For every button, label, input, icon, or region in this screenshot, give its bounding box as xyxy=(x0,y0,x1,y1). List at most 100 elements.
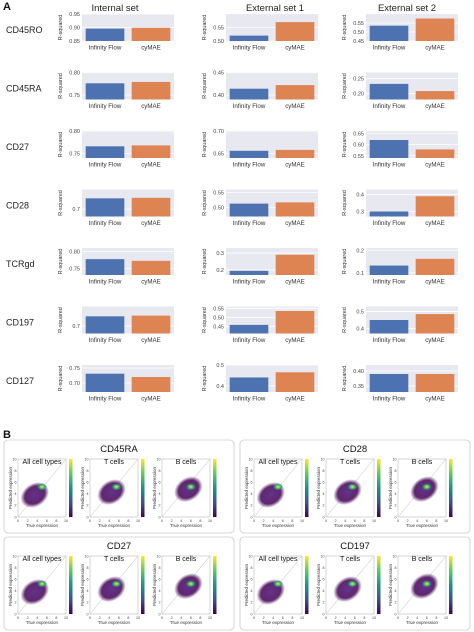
x-tick-label: 6 xyxy=(426,519,428,523)
x-tick-label: 6 xyxy=(282,519,284,523)
y-tick-label: 2 xyxy=(395,504,397,508)
x-tick-label: 10 xyxy=(300,616,304,620)
bar-chart-cd27-0: 0.75 0.80 R-squared Infinity Flow cyMAE xyxy=(58,129,174,169)
bar-cymae xyxy=(275,85,315,100)
y-tick-label: 10 xyxy=(393,554,397,558)
y-axis-label: R-squared xyxy=(342,249,348,275)
bar-chart-cd127-0: 0.70 0.75 R-squared Infinity Flow cyMAE xyxy=(58,365,174,403)
density-hotspot xyxy=(111,580,122,588)
bar-chart-cd45ra-0: 0.75 0.80 R-squared Infinity Flow cyMAE xyxy=(58,71,174,110)
density-plot-0: All cell types True expression Predicted e… xyxy=(244,457,309,528)
bar-infinity-flow xyxy=(369,265,409,275)
x-tick-label: 2 xyxy=(335,519,337,523)
y-axis-label: Predicted expression xyxy=(152,563,157,606)
y-tick-label: 0.60 xyxy=(353,143,364,149)
x-tick-label: 8 xyxy=(363,519,365,523)
y-tick-label: 2 xyxy=(323,504,325,508)
x-tick-label: 0 xyxy=(17,616,19,620)
y-tick-label: 4 xyxy=(15,589,17,593)
bar-infinity-flow xyxy=(85,373,125,392)
density-plot-0: All cell types True expression Predicted e… xyxy=(8,554,73,625)
y-tick-label: 0.70 xyxy=(213,129,224,135)
density-hotspot xyxy=(422,580,432,588)
bar-chart-cd28-2: 0.3 0.4 R-squared Infinity Flow cyMAE xyxy=(342,189,458,227)
x-tick-label: Infinity Flow xyxy=(373,45,406,52)
x-axis-label: True expression xyxy=(406,620,439,625)
x-tick-label: 2 xyxy=(407,519,409,523)
y-tick-label: 6 xyxy=(395,578,397,582)
y-tick-label: 2 xyxy=(159,601,161,605)
x-tick-label: Infinity Flow xyxy=(89,220,122,227)
bar-cymae xyxy=(131,145,171,158)
x-tick-label: Infinity Flow xyxy=(89,337,122,344)
bar-chart-cd45ro-0: 0.85 0.90 0.95 R-squared Infinity Flow cyMAE xyxy=(58,12,174,52)
bar-cymae xyxy=(415,196,455,217)
density-hotspot xyxy=(37,580,47,588)
density-plot-1: T cells True expression Predicted expressi… xyxy=(80,554,145,625)
y-tick-label: 6 xyxy=(251,578,253,582)
x-tick-label: 8 xyxy=(363,616,365,620)
subplot-title: B cells xyxy=(176,459,197,466)
bar-cymae xyxy=(131,197,171,217)
y-tick-label: 4 xyxy=(323,492,325,496)
x-tick-label: 8 xyxy=(55,519,57,523)
y-axis-label: R-squared xyxy=(342,132,348,158)
x-tick-label: Infinity Flow xyxy=(373,279,406,286)
colorbar xyxy=(449,459,453,517)
y-axis-label: R-squared xyxy=(342,73,348,99)
y-tick-label: 4 xyxy=(395,492,397,496)
y-tick-label: 0.65 xyxy=(353,131,364,137)
x-tick-label: cyMAE xyxy=(425,45,445,52)
y-tick-label: 0 xyxy=(87,612,89,616)
bar-infinity-flow xyxy=(85,28,125,41)
y-tick-label: 0.75 xyxy=(69,266,80,272)
bar-infinity-flow xyxy=(229,324,269,334)
y-tick-label: 4 xyxy=(15,492,17,496)
y-tick-label: 0 xyxy=(251,612,253,616)
x-tick-label: cyMAE xyxy=(285,279,305,286)
y-tick-label: 0.5 xyxy=(216,363,224,369)
colorbar xyxy=(69,556,73,614)
bar-chart-cd45ro-1: 0.50 0.55 R-squared Infinity Flow cyMAE xyxy=(202,14,318,52)
y-axis-label: Predicted expression xyxy=(80,466,85,509)
y-axis-label: R-squared xyxy=(58,132,64,158)
x-tick-label: 6 xyxy=(282,616,284,620)
x-tick-label: 0 xyxy=(325,519,327,523)
x-tick-label: Infinity Flow xyxy=(233,396,266,403)
density-plot-2: B cells True expression Predicted expressi… xyxy=(388,457,453,528)
x-tick-label: 0 xyxy=(253,519,255,523)
y-tick-label: 4 xyxy=(87,589,89,593)
y-tick-label: 0.55 xyxy=(213,191,224,197)
y-tick-label: 8 xyxy=(87,566,89,570)
density-plot-grid: CD45RA All cell types True expression Predi… xyxy=(3,439,471,631)
x-tick-label: 0 xyxy=(161,616,163,620)
group-title: CD197 xyxy=(340,541,370,552)
bar-infinity-flow xyxy=(369,25,409,41)
y-tick-label: 2 xyxy=(323,601,325,605)
y-tick-label: 0.7 xyxy=(72,207,80,213)
x-tick-label: 4 xyxy=(344,519,346,523)
panel-b-letter: B xyxy=(3,429,11,441)
bar-chart-cd28-0: 0.7 R-squared Infinity Flow cyMAE xyxy=(58,189,174,227)
x-tick-label: 4 xyxy=(180,519,182,523)
x-tick-label: 8 xyxy=(127,616,129,620)
y-tick-label: 6 xyxy=(159,481,161,485)
bar-cymae xyxy=(275,254,315,275)
bar-chart-cd197-2: 0.4 0.5 R-squared Infinity Flow cyMAE xyxy=(342,306,458,344)
y-tick-label: 0.55 xyxy=(213,26,224,32)
y-tick-label: 6 xyxy=(87,578,89,582)
row-label-cd45ro: CD45RO xyxy=(6,25,43,35)
bar-cymae xyxy=(415,314,455,334)
x-tick-label: 4 xyxy=(180,616,182,620)
bar-infinity-flow xyxy=(229,150,269,158)
bar-chart-tcrgd-2: 0.1 0.2 R-squared Infinity Flow cyMAE xyxy=(342,248,458,286)
bar-chart-cd27-2: 0.55 0.60 0.65 R-squared Infinity Flow cyMAE xyxy=(342,131,458,169)
bar-cymae xyxy=(275,202,315,217)
y-axis-label: R-squared xyxy=(58,249,64,275)
y-tick-label: 8 xyxy=(323,566,325,570)
y-tick-label: 0.50 xyxy=(353,30,364,36)
y-tick-label: 8 xyxy=(87,469,89,473)
x-tick-label: 6 xyxy=(118,616,120,620)
bar-cymae xyxy=(131,315,171,334)
